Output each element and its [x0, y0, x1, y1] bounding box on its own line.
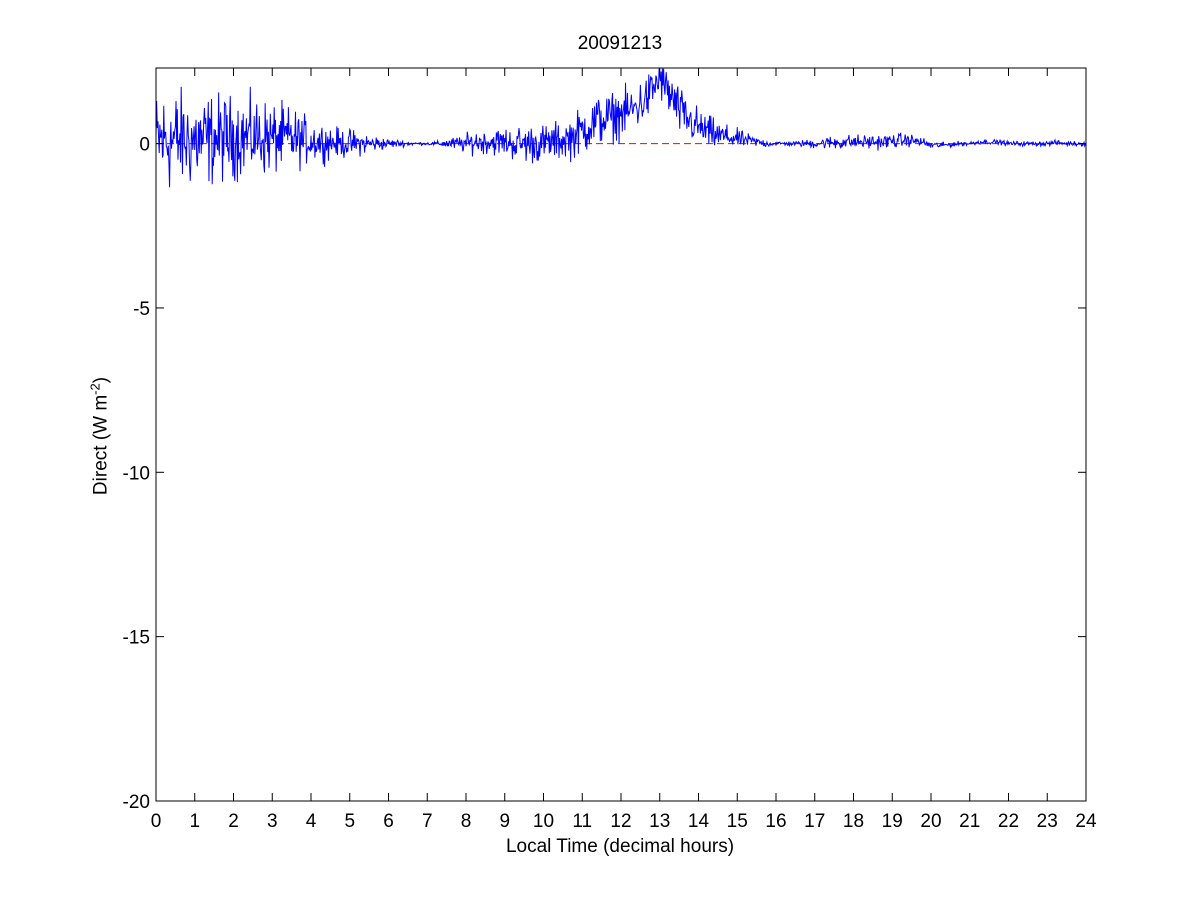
x-tick-label: 3 [267, 811, 278, 832]
x-tick-label: 2 [228, 811, 239, 832]
x-tick-label: 22 [998, 811, 1019, 832]
x-tick-label: 12 [610, 811, 631, 832]
y-axis-label: Direct (W m-2) [87, 377, 112, 495]
x-tick-label: 20 [920, 811, 941, 832]
x-tick-label: 13 [649, 811, 670, 832]
x-tick-label: 15 [727, 811, 748, 832]
x-tick-label: 18 [843, 811, 864, 832]
x-tick-label: 8 [461, 811, 472, 832]
y-tick-label: -5 [133, 299, 150, 320]
x-axis: 0 1 2 3 4 5 6 7 8 9 10 11 12 13 14 15 16 17 18 19 20 21 22 23 24 [151, 68, 1097, 832]
x-tick-label: 9 [499, 811, 510, 832]
x-tick-label: 24 [1075, 811, 1097, 832]
x-tick-label: 14 [688, 811, 710, 832]
y-axis: 0 -5 -10 -15 -20 [123, 135, 1086, 813]
x-axis-label: Local Time (decimal hours) [505, 836, 735, 857]
x-tick-label: 0 [151, 811, 162, 832]
series-layer [155, 68, 1087, 188]
x-tick-label: 17 [804, 811, 825, 832]
x-tick-label: 11 [572, 811, 592, 832]
x-tick-label: 6 [383, 811, 394, 832]
axes-box [155, 67, 1087, 802]
x-tick-label: 5 [344, 811, 355, 832]
x-tick-label: 21 [959, 811, 980, 832]
x-tick-label: 16 [765, 811, 786, 832]
y-axis-label-close: ) [90, 376, 112, 384]
x-tick-label: 1 [189, 811, 200, 832]
y-axis-label-exponent: -2 [87, 383, 103, 395]
x-tick-label: 7 [422, 811, 433, 832]
chart-title: 20091213 [577, 33, 663, 54]
x-tick-label: 10 [533, 811, 554, 832]
y-tick-label: -20 [123, 792, 150, 813]
y-tick-label: -15 [123, 628, 150, 649]
y-axis-label-main: Direct (W m [90, 394, 112, 496]
x-tick-label: 4 [306, 811, 317, 832]
series-line [155, 68, 1087, 188]
x-tick-label: 19 [882, 811, 903, 832]
y-tick-label: -10 [123, 463, 150, 484]
x-tick-label: 23 [1037, 811, 1058, 832]
y-tick-label: 0 [139, 135, 150, 156]
